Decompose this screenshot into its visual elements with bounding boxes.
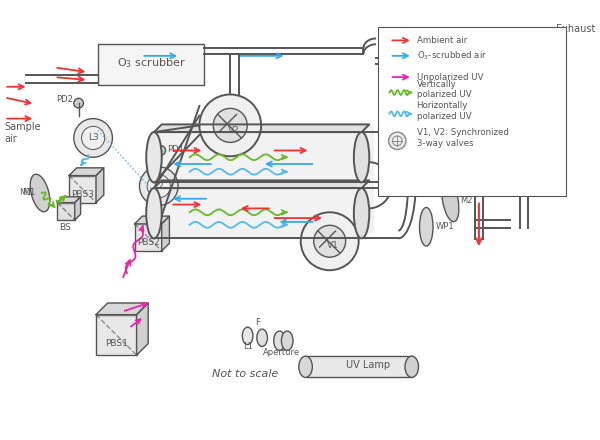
Ellipse shape: [242, 327, 253, 345]
Text: Unpolarized UV: Unpolarized UV: [416, 73, 483, 81]
Text: O$_3$-scrubbed air: O$_3$-scrubbed air: [416, 50, 487, 62]
Ellipse shape: [299, 356, 313, 378]
Ellipse shape: [30, 174, 50, 212]
Text: PD1: PD1: [167, 145, 184, 154]
Polygon shape: [137, 303, 148, 355]
Circle shape: [139, 167, 178, 205]
Circle shape: [147, 175, 170, 198]
Text: PBS2: PBS2: [137, 238, 160, 247]
Text: PBS1: PBS1: [105, 338, 128, 348]
Text: Flow control
valve: Flow control valve: [511, 67, 566, 87]
Polygon shape: [154, 180, 369, 188]
Text: F: F: [255, 318, 260, 327]
Bar: [305, 356, 412, 378]
Ellipse shape: [419, 133, 433, 172]
Ellipse shape: [442, 114, 459, 156]
Text: Flow
meter: Flow meter: [497, 45, 523, 65]
Circle shape: [74, 119, 112, 157]
Bar: [134, 224, 161, 251]
Text: M2: M2: [460, 196, 473, 205]
Circle shape: [156, 146, 166, 155]
Text: M3: M3: [460, 131, 473, 139]
Polygon shape: [75, 197, 80, 220]
Ellipse shape: [442, 180, 459, 222]
Circle shape: [82, 126, 105, 150]
Circle shape: [74, 98, 83, 108]
Bar: [69, 176, 96, 202]
Text: Horizontally
polarized UV: Horizontally polarized UV: [416, 101, 471, 121]
Text: WP1: WP1: [436, 222, 455, 231]
Ellipse shape: [405, 356, 419, 378]
Text: Aperture: Aperture: [263, 348, 300, 357]
Text: L3: L3: [88, 133, 98, 143]
Circle shape: [213, 108, 247, 143]
Text: PD2: PD2: [56, 95, 73, 104]
Text: Sample
air: Sample air: [4, 122, 41, 144]
Text: Exhaust: Exhaust: [556, 24, 595, 34]
Text: PBS3: PBS3: [71, 190, 94, 199]
Ellipse shape: [419, 207, 433, 246]
Bar: [378, 27, 566, 196]
Circle shape: [389, 132, 406, 150]
Text: WP2: WP2: [436, 148, 455, 157]
Ellipse shape: [257, 329, 268, 346]
Text: Not to scale: Not to scale: [212, 370, 278, 379]
Bar: [58, 202, 75, 220]
Text: Vertically
polarized UV: Vertically polarized UV: [416, 80, 471, 99]
Polygon shape: [96, 303, 148, 315]
Polygon shape: [154, 125, 369, 132]
Circle shape: [301, 212, 359, 270]
Polygon shape: [96, 168, 104, 202]
Circle shape: [199, 95, 261, 156]
Ellipse shape: [354, 132, 369, 182]
Polygon shape: [154, 188, 362, 238]
Text: L2: L2: [154, 182, 164, 191]
Ellipse shape: [281, 331, 293, 350]
Text: V2: V2: [227, 125, 239, 135]
Text: O$_3$ scrubber: O$_3$ scrubber: [116, 56, 185, 70]
Bar: [96, 315, 137, 355]
Text: V1: V1: [326, 241, 338, 250]
Polygon shape: [358, 125, 373, 238]
Bar: [98, 44, 204, 85]
Text: M1: M1: [19, 188, 31, 198]
Polygon shape: [69, 168, 104, 176]
Text: V3: V3: [532, 44, 544, 54]
Polygon shape: [134, 216, 169, 224]
Ellipse shape: [146, 188, 161, 238]
Polygon shape: [58, 197, 80, 202]
Text: M1: M1: [22, 188, 35, 198]
Ellipse shape: [146, 132, 161, 182]
Circle shape: [392, 136, 402, 146]
Text: V1, V2: Synchronized
3-way valves: V1, V2: Synchronized 3-way valves: [416, 128, 508, 148]
Polygon shape: [161, 216, 169, 251]
Text: BS: BS: [59, 223, 71, 232]
Text: Ambient air: Ambient air: [416, 36, 467, 45]
Circle shape: [519, 29, 554, 63]
Circle shape: [489, 68, 532, 111]
Ellipse shape: [354, 188, 369, 238]
Ellipse shape: [274, 331, 285, 350]
Circle shape: [527, 37, 546, 56]
Text: UV Lamp: UV Lamp: [346, 360, 391, 370]
Polygon shape: [154, 132, 362, 182]
Circle shape: [314, 225, 346, 257]
Text: L1: L1: [242, 342, 253, 352]
